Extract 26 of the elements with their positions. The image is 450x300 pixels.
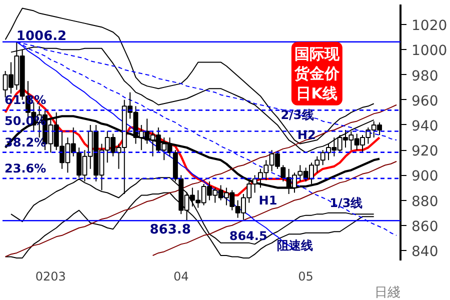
annotation: 阻速线 (277, 238, 314, 252)
annotation: 1/3线 (330, 196, 363, 210)
ref-line-label: 863.8 (150, 222, 191, 238)
text: 国际现货金价日K线 (293, 44, 340, 102)
ref-line-label: 1006.2 (16, 28, 67, 44)
y-tick-label: 880 (412, 194, 438, 210)
annotation: 2/3线 (280, 108, 314, 122)
y-tick-label: 980 (412, 68, 438, 84)
y-tick-label: 1020 (412, 18, 448, 34)
x-tick-label: 04 (173, 270, 189, 284)
y-tick-label: 940 (412, 118, 438, 134)
annotation: H1 (258, 193, 278, 208)
line-series (152, 160, 398, 256)
line-series (4, 104, 398, 258)
x-tick-label: 0203 (35, 270, 66, 284)
x-tick-label: 05 (298, 270, 314, 284)
y-tick-label: 860 (412, 218, 438, 235)
annotation: 23.6% (4, 161, 46, 176)
y-tick-label: 1000 (412, 43, 448, 60)
y-tick-label: 960 (412, 93, 438, 110)
y-tick-label: 840 (412, 244, 438, 260)
y-tick-label: 920 (412, 144, 438, 160)
annotation: H2 (297, 128, 316, 142)
x-axis-title: 日綫 (374, 286, 400, 300)
annotation: 864.5 (229, 228, 268, 243)
y-tick-label: 900 (412, 168, 438, 185)
